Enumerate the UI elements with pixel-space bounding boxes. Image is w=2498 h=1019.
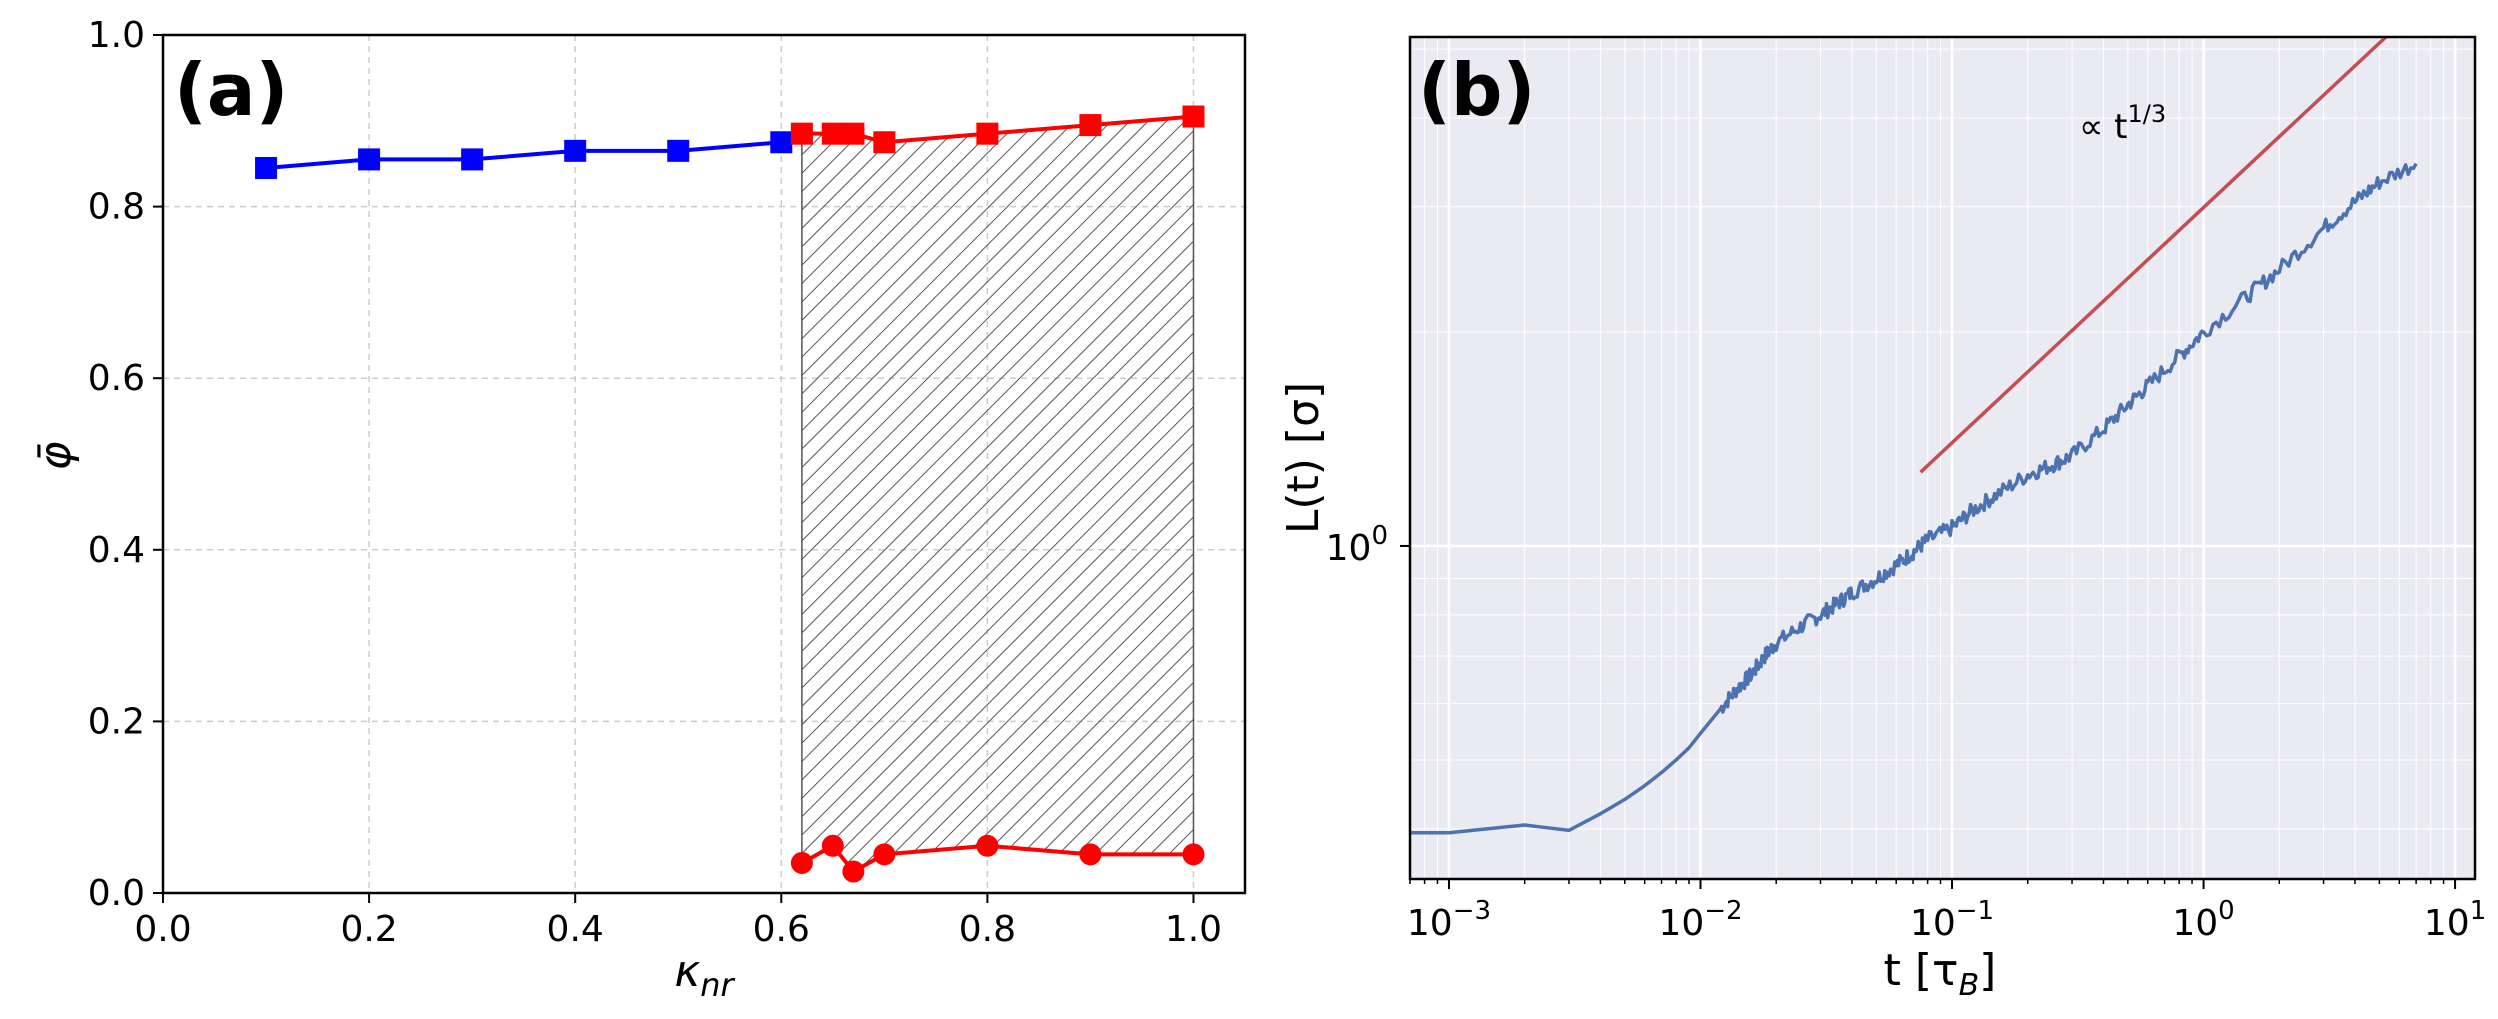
y-tick-label: 0.2 <box>88 701 145 742</box>
data-point-square <box>461 148 484 171</box>
y-tick-label: 0.0 <box>88 873 145 914</box>
data-point-square <box>790 122 813 145</box>
data-point-square <box>1182 105 1205 128</box>
x-axis-label-a: κnr <box>674 946 735 1004</box>
data-point-circle <box>1079 843 1102 866</box>
x-tick-label: 10−3 <box>1407 896 1491 944</box>
data-point-circle <box>821 834 844 857</box>
plot-b-frame <box>1408 35 2477 881</box>
x-axis-label-b: t [τB] <box>1884 945 1997 1003</box>
x-tick-label: 0.2 <box>340 909 397 950</box>
series-b <box>1410 37 2418 835</box>
panel-a-label: (a) <box>174 48 288 132</box>
x-tick-label: 1.0 <box>1165 909 1222 950</box>
grid-b <box>1410 37 2475 879</box>
x-tick-label: 101 <box>2424 896 2486 944</box>
y-tick-label: 0.4 <box>88 530 145 571</box>
y-tick-label: 1.0 <box>88 15 145 56</box>
data-point-circle <box>873 843 896 866</box>
data-point-circle <box>842 860 865 883</box>
plot-b-background <box>1410 37 2475 879</box>
unstable-region-hatch <box>801 115 1195 873</box>
x-tick-label: 10−2 <box>1658 896 1742 944</box>
series-a <box>255 105 1205 883</box>
y-axis-label-a: φ̄ <box>30 441 81 470</box>
data-point-square <box>770 131 793 154</box>
y-tick-label: 100 <box>1326 521 1388 569</box>
panel-a: 0.0 0.2 0.4 0.6 0.8 1.0 0.0 0.2 0.4 0.6 0.8 1.0 (a)… <box>30 15 1247 1004</box>
x-tick-label: 0.8 <box>959 909 1016 950</box>
y-tick-label: 0.6 <box>88 358 145 399</box>
fit-annotation: ∝ t1/3 <box>2079 100 2166 147</box>
plot-a-frame <box>161 33 1247 895</box>
data-point-square <box>358 148 381 171</box>
x-tick-label: 100 <box>2172 896 2234 944</box>
data-point-square <box>1079 114 1102 137</box>
panel-b-label: (b) <box>1418 48 1535 132</box>
x-tick-label: 0.6 <box>753 909 810 950</box>
ticks-a: 0.0 0.2 0.4 0.6 0.8 1.0 0.0 0.2 0.4 0.6 0.8 1.0 <box>88 15 1222 950</box>
series-line-L <box>1410 162 2418 835</box>
data-point-square <box>667 139 690 162</box>
data-point-square <box>873 131 896 154</box>
data-point-square <box>976 122 999 145</box>
x-tick-label: 0.0 <box>134 909 191 950</box>
y-axis-label-b: L(t) [σ] <box>1278 382 1329 534</box>
ticks-b: 10−3 10−2 10−1 100 101 100 <box>1326 521 2487 944</box>
data-point-circle <box>790 851 813 874</box>
x-tick-label: 10−1 <box>1910 896 1994 944</box>
x-tick-label: 0.4 <box>547 909 604 950</box>
data-point-circle <box>1182 843 1205 866</box>
y-tick-label: 0.8 <box>88 187 145 228</box>
data-point-square <box>564 139 587 162</box>
data-point-square <box>255 156 278 179</box>
data-point-square <box>821 122 844 145</box>
data-point-square <box>842 122 865 145</box>
fit-line <box>1919 37 2389 474</box>
series-line-0 <box>265 140 782 170</box>
data-point-circle <box>976 834 999 857</box>
